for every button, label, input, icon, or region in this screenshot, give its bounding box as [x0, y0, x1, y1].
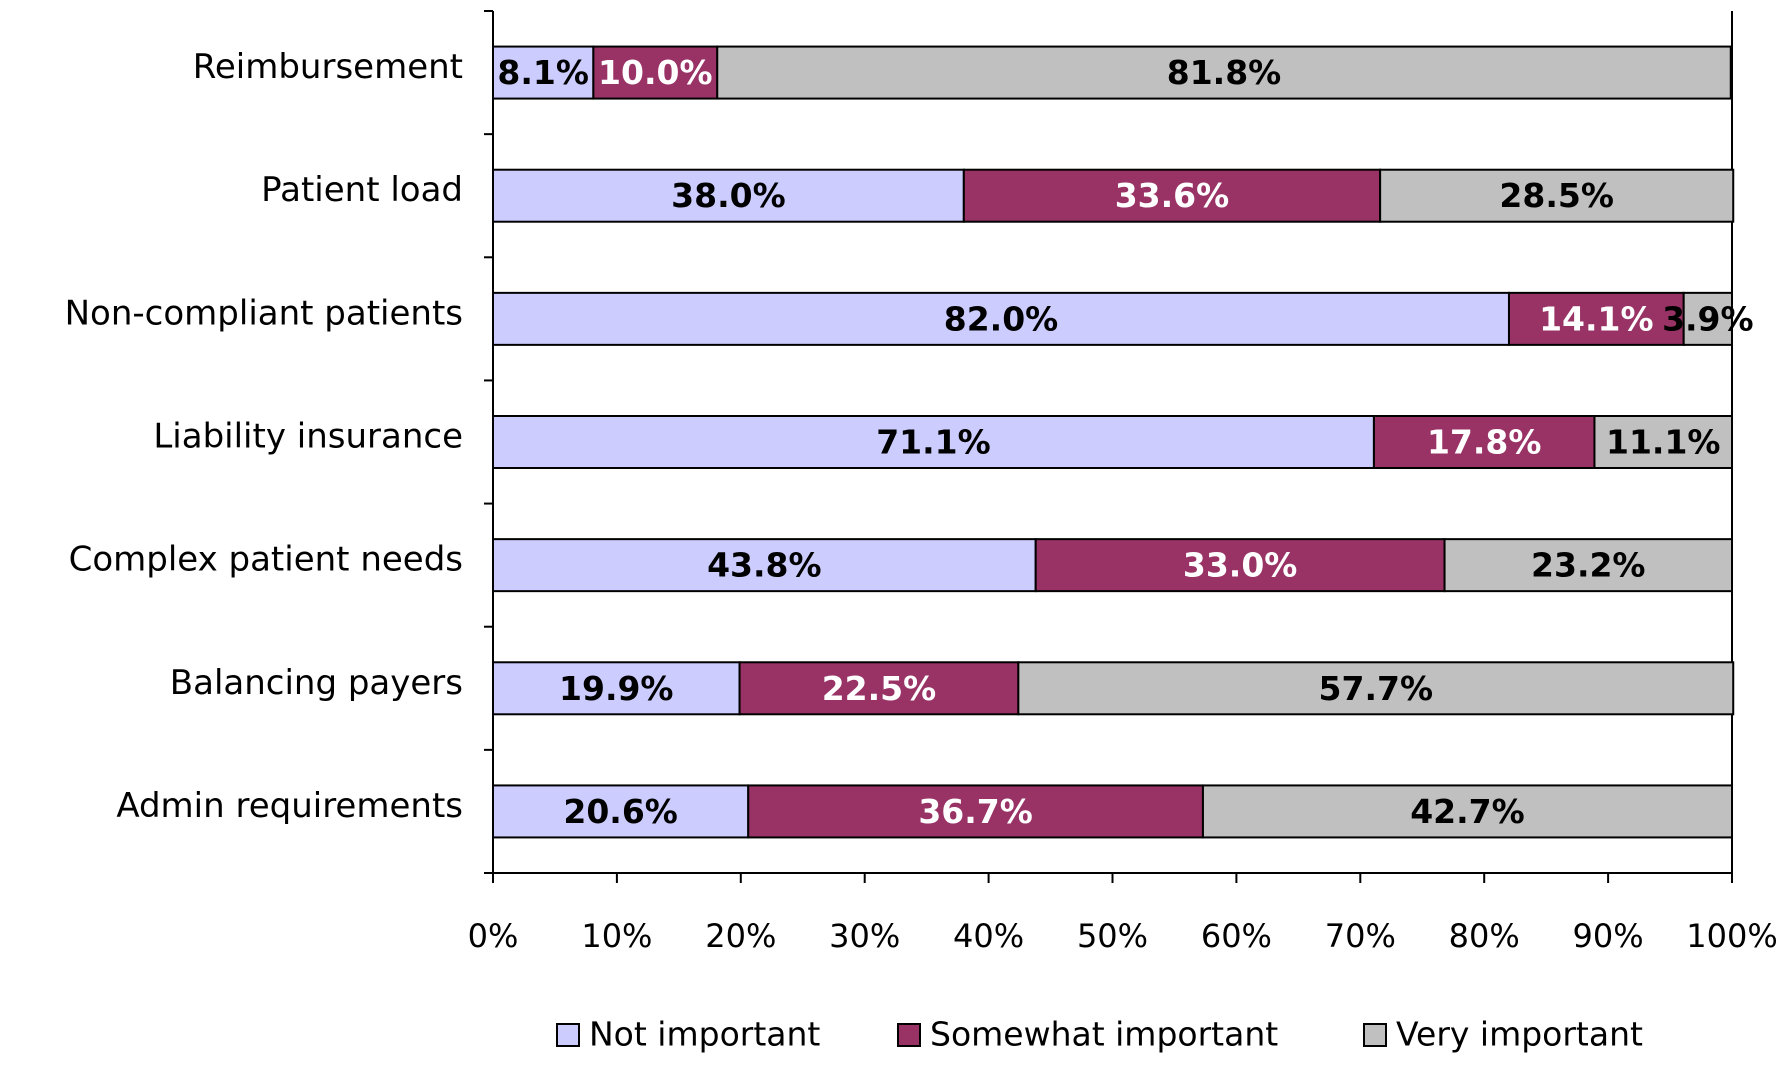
- category-label: Complex patient needs: [69, 540, 463, 580]
- category-label: Patient load: [261, 170, 463, 210]
- category-label: Non-compliant patients: [65, 293, 463, 333]
- legend-label: Not important: [589, 1015, 820, 1054]
- x-tick-label: 10%: [581, 917, 652, 955]
- bar-segment: [747, 784, 1204, 839]
- data-label: 42.7%: [1410, 792, 1525, 831]
- bar-segment: [1593, 415, 1733, 469]
- x-tick-label: 30%: [829, 917, 900, 955]
- bar-segment: [492, 661, 741, 716]
- data-label: 33.6%: [1115, 176, 1230, 215]
- legend-swatch: [897, 1023, 921, 1047]
- x-tick-label: 0%: [468, 917, 519, 955]
- category-label: Reimbursement: [193, 47, 463, 87]
- category-label: Balancing payers: [170, 663, 463, 703]
- data-label: 28.5%: [1499, 176, 1614, 215]
- x-tick-label: 70%: [1325, 917, 1396, 955]
- data-label: 10.0%: [598, 53, 713, 92]
- bar-segment: [1682, 291, 1733, 346]
- category-label: Admin requirements: [116, 786, 463, 826]
- x-tick-label: 60%: [1201, 917, 1272, 955]
- data-label: 71.1%: [876, 423, 991, 462]
- x-tick-label: 90%: [1573, 917, 1644, 955]
- data-label: 23.2%: [1531, 546, 1646, 585]
- data-label: 43.8%: [707, 546, 822, 585]
- bar-segment: [1034, 538, 1446, 593]
- category-label: Liability insurance: [153, 417, 463, 457]
- data-label: 57.7%: [1319, 669, 1434, 708]
- data-label: 8.1%: [497, 53, 589, 92]
- data-label: 11.1%: [1606, 423, 1721, 462]
- bar-segment: [1379, 168, 1735, 223]
- bar-segment: [492, 291, 1510, 346]
- legend-label: Very important: [1396, 1015, 1643, 1054]
- data-label: 20.6%: [563, 792, 678, 831]
- legend-swatch: [556, 1023, 580, 1047]
- data-label: 81.8%: [1167, 53, 1282, 92]
- x-tick-label: 40%: [953, 917, 1024, 955]
- data-label: 22.5%: [822, 669, 937, 708]
- legend-swatch: [1363, 1023, 1387, 1047]
- data-label: 36.7%: [918, 792, 1033, 831]
- bar-segment: [1201, 784, 1733, 839]
- bar-segment: [492, 415, 1375, 469]
- data-label: 82.0%: [944, 299, 1059, 338]
- bar-segment: [716, 45, 1732, 100]
- bar-segment: [1372, 415, 1596, 469]
- bar-segment: [1017, 661, 1735, 716]
- x-tick-label: 20%: [705, 917, 776, 955]
- data-label: 19.9%: [559, 669, 674, 708]
- x-tick-label: 80%: [1449, 917, 1520, 955]
- x-tick-label: 100%: [1686, 917, 1777, 955]
- data-label: 14.1%: [1539, 299, 1654, 338]
- data-label: 17.8%: [1427, 423, 1542, 462]
- bar-segment: [1443, 538, 1733, 593]
- data-label: 33.0%: [1183, 546, 1298, 585]
- x-tick-label: 50%: [1077, 917, 1148, 955]
- bar-segment: [738, 661, 1020, 716]
- legend-label: Somewhat important: [930, 1015, 1278, 1054]
- data-label: 38.0%: [671, 176, 786, 215]
- bar-segment: [492, 538, 1037, 593]
- data-label: 3.9%: [1662, 299, 1754, 338]
- bar-segment: [1507, 291, 1685, 346]
